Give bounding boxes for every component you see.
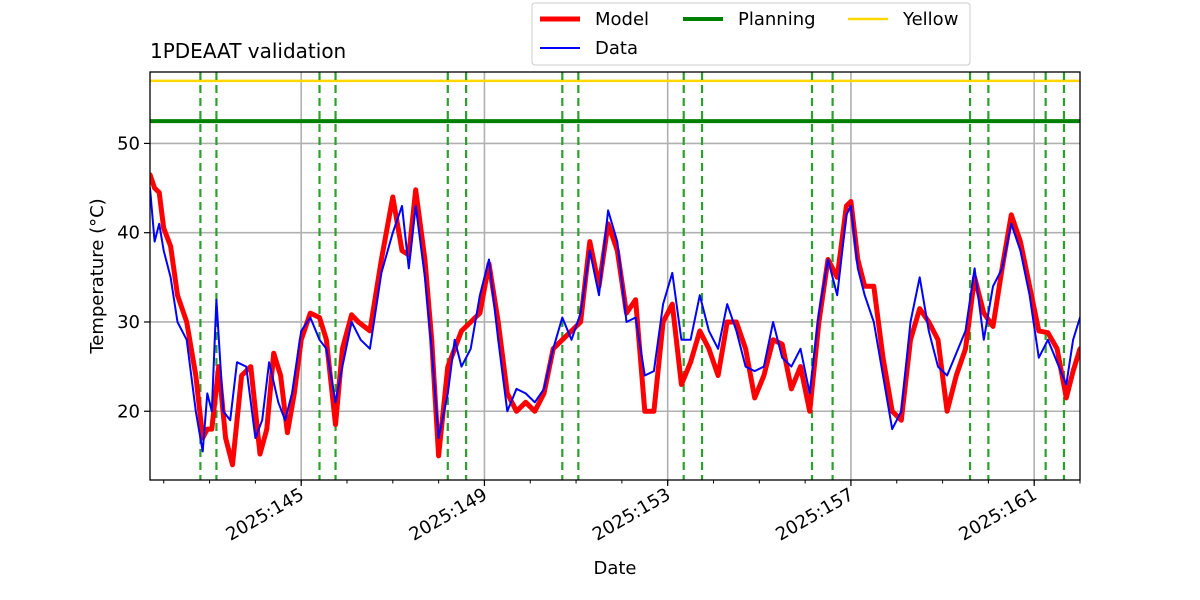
- legend-label-model: Model: [595, 9, 649, 30]
- y-tick-label: 20: [117, 401, 140, 422]
- series-group: [150, 172, 1080, 468]
- x-tick-label: 2025:145: [223, 484, 308, 545]
- y-tick-label: 40: [117, 223, 140, 244]
- y-axis: 20 30 40 50: [117, 133, 150, 422]
- legend-label-data: Data: [595, 38, 638, 59]
- planning-vertical-lines: [199, 72, 1066, 480]
- series-line-model: [150, 172, 1080, 468]
- threshold-lines: [150, 79, 1080, 124]
- y-tick-label: 30: [117, 312, 140, 333]
- plot-frame: [149, 71, 1081, 481]
- x-tick-label: 2025:149: [406, 484, 491, 545]
- chart-title: 1PDEAAT validation: [150, 39, 346, 63]
- y-axis-label: Temperature (°C): [87, 198, 108, 354]
- x-tick-label: 2025:153: [589, 484, 674, 545]
- x-tick-label: 2025:157: [772, 484, 857, 545]
- x-axis-label: Date: [593, 558, 636, 579]
- y-tick-label: 50: [117, 133, 140, 154]
- x-axis: 2025:145 2025:149 2025:153 2025:157 2025:161: [163, 480, 1081, 545]
- series-line-data: [150, 187, 1080, 453]
- x-tick-label: 2025:161: [956, 484, 1041, 545]
- legend: Model Data Planning Yellow: [531, 2, 971, 66]
- legend-label-yellow: Yellow: [902, 9, 958, 30]
- legend-label-planning: Planning: [738, 9, 816, 30]
